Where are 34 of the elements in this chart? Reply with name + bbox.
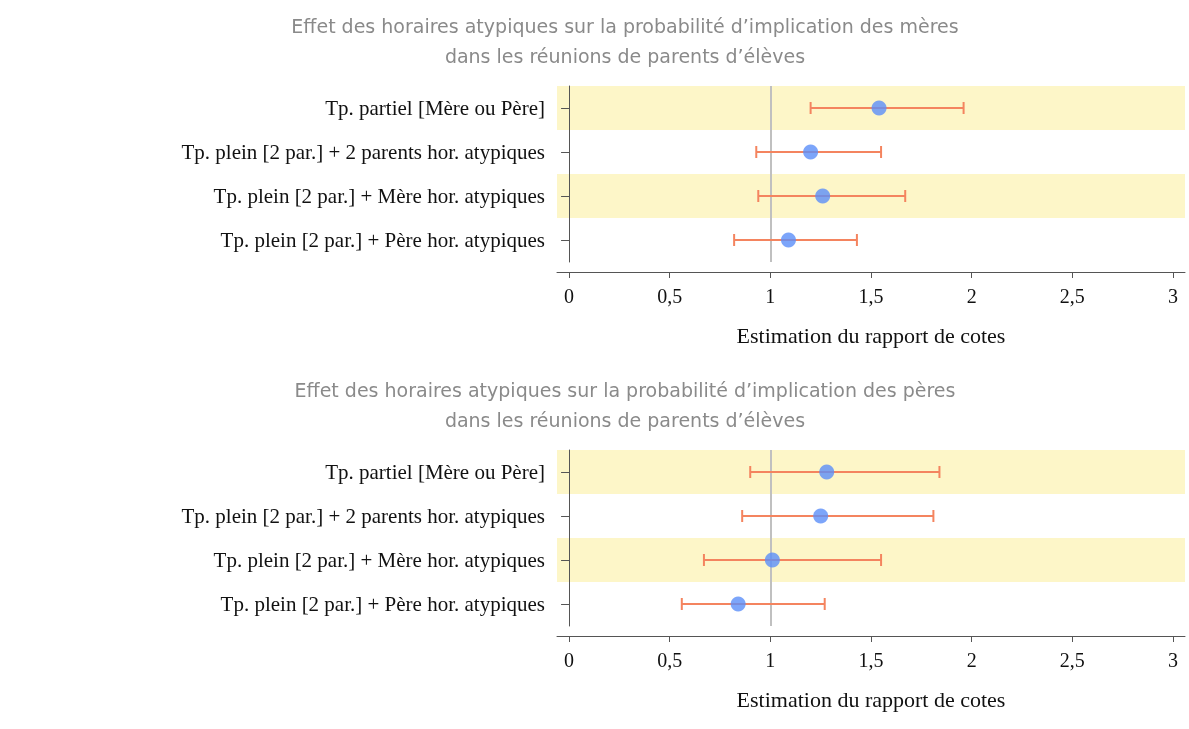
x-tick-label: 0 [564, 285, 575, 307]
point [871, 100, 887, 116]
chart-title: Effet des horaires atypiques sur la probabilité d’implication des pères dans les réunions de parents d’élèves [294, 379, 956, 431]
x-axis-title: Estimation du rapport de cotes [736, 686, 1006, 712]
y-tick-label: Tp. plein [2 par.] + Mère hor. atypiques [213, 184, 545, 208]
chart-title: Effet des horaires atypiques sur la probabilité d’implication des mères dans les réunions de parents d’élèves [291, 15, 959, 67]
x-tick-label: 0,5 [657, 285, 683, 307]
x-tick-label: 1 [765, 285, 776, 307]
point [780, 232, 796, 248]
point [815, 188, 831, 204]
x-tick-label: 3 [1167, 285, 1178, 307]
y-tick-label: Tp. plein [2 par.] + Père hor. atypiques [220, 592, 545, 616]
x-tick-label: 3 [1167, 649, 1178, 671]
x-tick-label: 2,5 [1059, 285, 1085, 307]
y-tick-label: Tp. plein [2 par.] + Père hor. atypiques [220, 228, 545, 252]
x-tick-label: 1 [765, 649, 776, 671]
y-tick-label: Tp. plein [2 par.] + Mère hor. atypiques [213, 548, 545, 572]
y-tick-label: Tp. partiel [Mère ou Père] [325, 96, 545, 120]
x-tick-label: 0 [564, 649, 575, 671]
y-tick-label: Tp. partiel [Mère ou Père] [325, 460, 545, 484]
point [803, 144, 819, 160]
point [819, 464, 835, 480]
point [730, 596, 746, 612]
y-tick-label: Tp. plein [2 par.] + 2 parents hor. atypiques [181, 140, 545, 164]
point [813, 508, 829, 524]
x-axis-title: Estimation du rapport de cotes [736, 322, 1006, 348]
x-tick-label: 0,5 [657, 649, 683, 671]
point [764, 552, 780, 568]
x-tick-label: 2 [966, 285, 977, 307]
y-tick-label: Tp. plein [2 par.] + 2 parents hor. atypiques [181, 504, 545, 528]
x-tick-label: 2 [966, 649, 977, 671]
x-tick-label: 2,5 [1059, 649, 1085, 671]
x-tick-label: 1,5 [858, 649, 884, 671]
x-tick-label: 1,5 [858, 285, 884, 307]
